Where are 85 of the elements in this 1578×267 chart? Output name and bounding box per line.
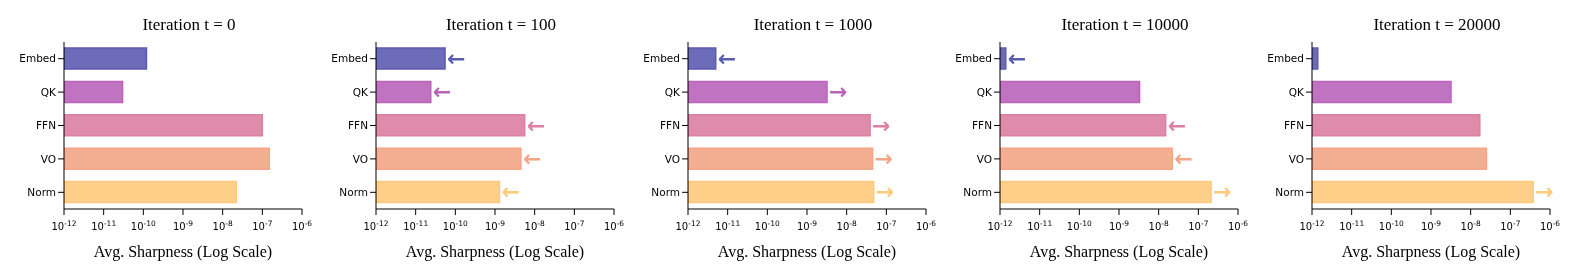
y-tick-label: QK — [1288, 85, 1306, 98]
chart-title: Iteration t = 1000 — [753, 15, 873, 34]
annotation: → — [872, 112, 891, 138]
annotation: ← — [1174, 145, 1193, 171]
y-tick-label: Embed — [955, 52, 992, 65]
annotation: → — [874, 145, 894, 171]
annotation: ← — [501, 179, 520, 205]
y-tick-label: FFN — [972, 119, 992, 132]
annotation: → — [1535, 179, 1554, 205]
annotation: → — [875, 179, 895, 205]
x-tick-label: 10$^{-11}$ — [715, 218, 741, 232]
x-axis-title: Avg. Sharpness (Log Scale) — [405, 243, 585, 261]
annotation: ← — [432, 79, 452, 105]
annotation: ← — [1007, 45, 1027, 71]
y-tick-label: Embed — [643, 52, 680, 65]
x-tick-label: 10$^{-6}$ — [1539, 218, 1561, 232]
x-tick-label: 10$^{-10}$ — [442, 218, 469, 232]
x-tick-label: 10$^{-7}$ — [564, 218, 585, 232]
annotation: → — [1213, 179, 1232, 205]
x-tick-label: 10$^{-7}$ — [876, 218, 897, 232]
y-tick-label: Norm — [651, 186, 680, 199]
y-tick-label: Embed — [19, 52, 56, 65]
x-tick-label: 10$^{-8}$ — [524, 218, 545, 232]
chart-title: Iteration t = 20000 — [1373, 15, 1501, 34]
x-tick-label: 10$^{-11}$ — [1027, 218, 1053, 232]
x-tick-label: 10$^{-12}$ — [987, 218, 1013, 232]
x-tick-label: 10$^{-8}$ — [1148, 218, 1169, 232]
y-tick-label: Embed — [1267, 52, 1304, 65]
y-tick-label: FFN — [36, 119, 56, 132]
x-axis-title: Avg. Sharpness (Log Scale) — [93, 243, 273, 261]
x-tick-label: 10$^{-7}$ — [252, 218, 273, 232]
x-tick-label: 10$^{-10}$ — [754, 218, 781, 232]
x-tick-label: 10$^{-12}$ — [51, 218, 77, 232]
annotation: ← — [522, 145, 542, 171]
x-tick-label: 10$^{-9}$ — [172, 218, 194, 232]
x-axis-title: Avg. Sharpness (Log Scale) — [1029, 243, 1209, 261]
y-tick-label: Norm — [963, 186, 992, 199]
x-tick-label: 10$^{-6}$ — [915, 218, 937, 232]
chart-title: Iteration t = 100 — [445, 15, 557, 34]
x-tick-label: 10$^{-12}$ — [1299, 218, 1325, 232]
annotation: ← — [526, 112, 546, 138]
x-tick-label: 10$^{-10}$ — [1066, 218, 1093, 232]
y-tick-label: Norm — [339, 186, 368, 199]
y-tick-label: QK — [352, 85, 370, 98]
y-tick-label: VO — [664, 152, 680, 165]
x-tick-label: 10$^{-6}$ — [603, 218, 625, 232]
x-tick-label: 10$^{-6}$ — [291, 218, 313, 232]
x-tick-label: 10$^{-8}$ — [836, 218, 857, 232]
x-tick-label: 10$^{-9}$ — [1108, 218, 1130, 232]
y-tick-label: FFN — [1284, 119, 1304, 132]
x-tick-label: 10$^{-10}$ — [1378, 218, 1405, 232]
chart-title: Iteration t = 10000 — [1061, 15, 1189, 34]
x-tick-label: 10$^{-8}$ — [1460, 218, 1481, 232]
x-tick-label: 10$^{-8}$ — [212, 218, 233, 232]
y-tick-label: QK — [40, 85, 58, 98]
x-tick-label: 10$^{-9}$ — [484, 218, 506, 232]
x-tick-label: 10$^{-9}$ — [796, 218, 818, 232]
y-tick-label: VO — [1288, 152, 1304, 165]
x-axis-title: Avg. Sharpness (Log Scale) — [1341, 243, 1521, 261]
x-tick-label: 10$^{-11}$ — [91, 218, 117, 232]
x-tick-label: 10$^{-6}$ — [1227, 218, 1249, 232]
x-tick-label: 10$^{-12}$ — [363, 218, 389, 232]
x-axis-title: Avg. Sharpness (Log Scale) — [717, 243, 897, 261]
x-tick-label: 10$^{-10}$ — [130, 218, 157, 232]
y-tick-label: VO — [40, 152, 56, 165]
annotation: ← — [1167, 112, 1187, 138]
x-tick-label: 10$^{-9}$ — [1420, 218, 1442, 232]
annotation: ← — [447, 45, 466, 71]
x-tick-label: 10$^{-11}$ — [1339, 218, 1365, 232]
y-tick-label: QK — [976, 85, 994, 98]
y-tick-label: Embed — [331, 52, 368, 65]
annotation: → — [829, 79, 848, 105]
chart-title: Iteration t = 0 — [142, 15, 236, 34]
x-tick-label: 10$^{-7}$ — [1188, 218, 1209, 232]
y-tick-label: FFN — [348, 119, 368, 132]
y-tick-label: Norm — [1275, 186, 1304, 199]
y-tick-label: VO — [352, 152, 368, 165]
x-tick-label: 10$^{-12}$ — [675, 218, 701, 232]
annotation: ← — [717, 45, 737, 71]
y-tick-label: QK — [664, 85, 682, 98]
y-tick-label: Norm — [27, 186, 56, 199]
y-tick-label: VO — [976, 152, 992, 165]
x-tick-label: 10$^{-7}$ — [1500, 218, 1521, 232]
y-tick-label: FFN — [660, 119, 680, 132]
x-tick-label: 10$^{-11}$ — [403, 218, 429, 232]
